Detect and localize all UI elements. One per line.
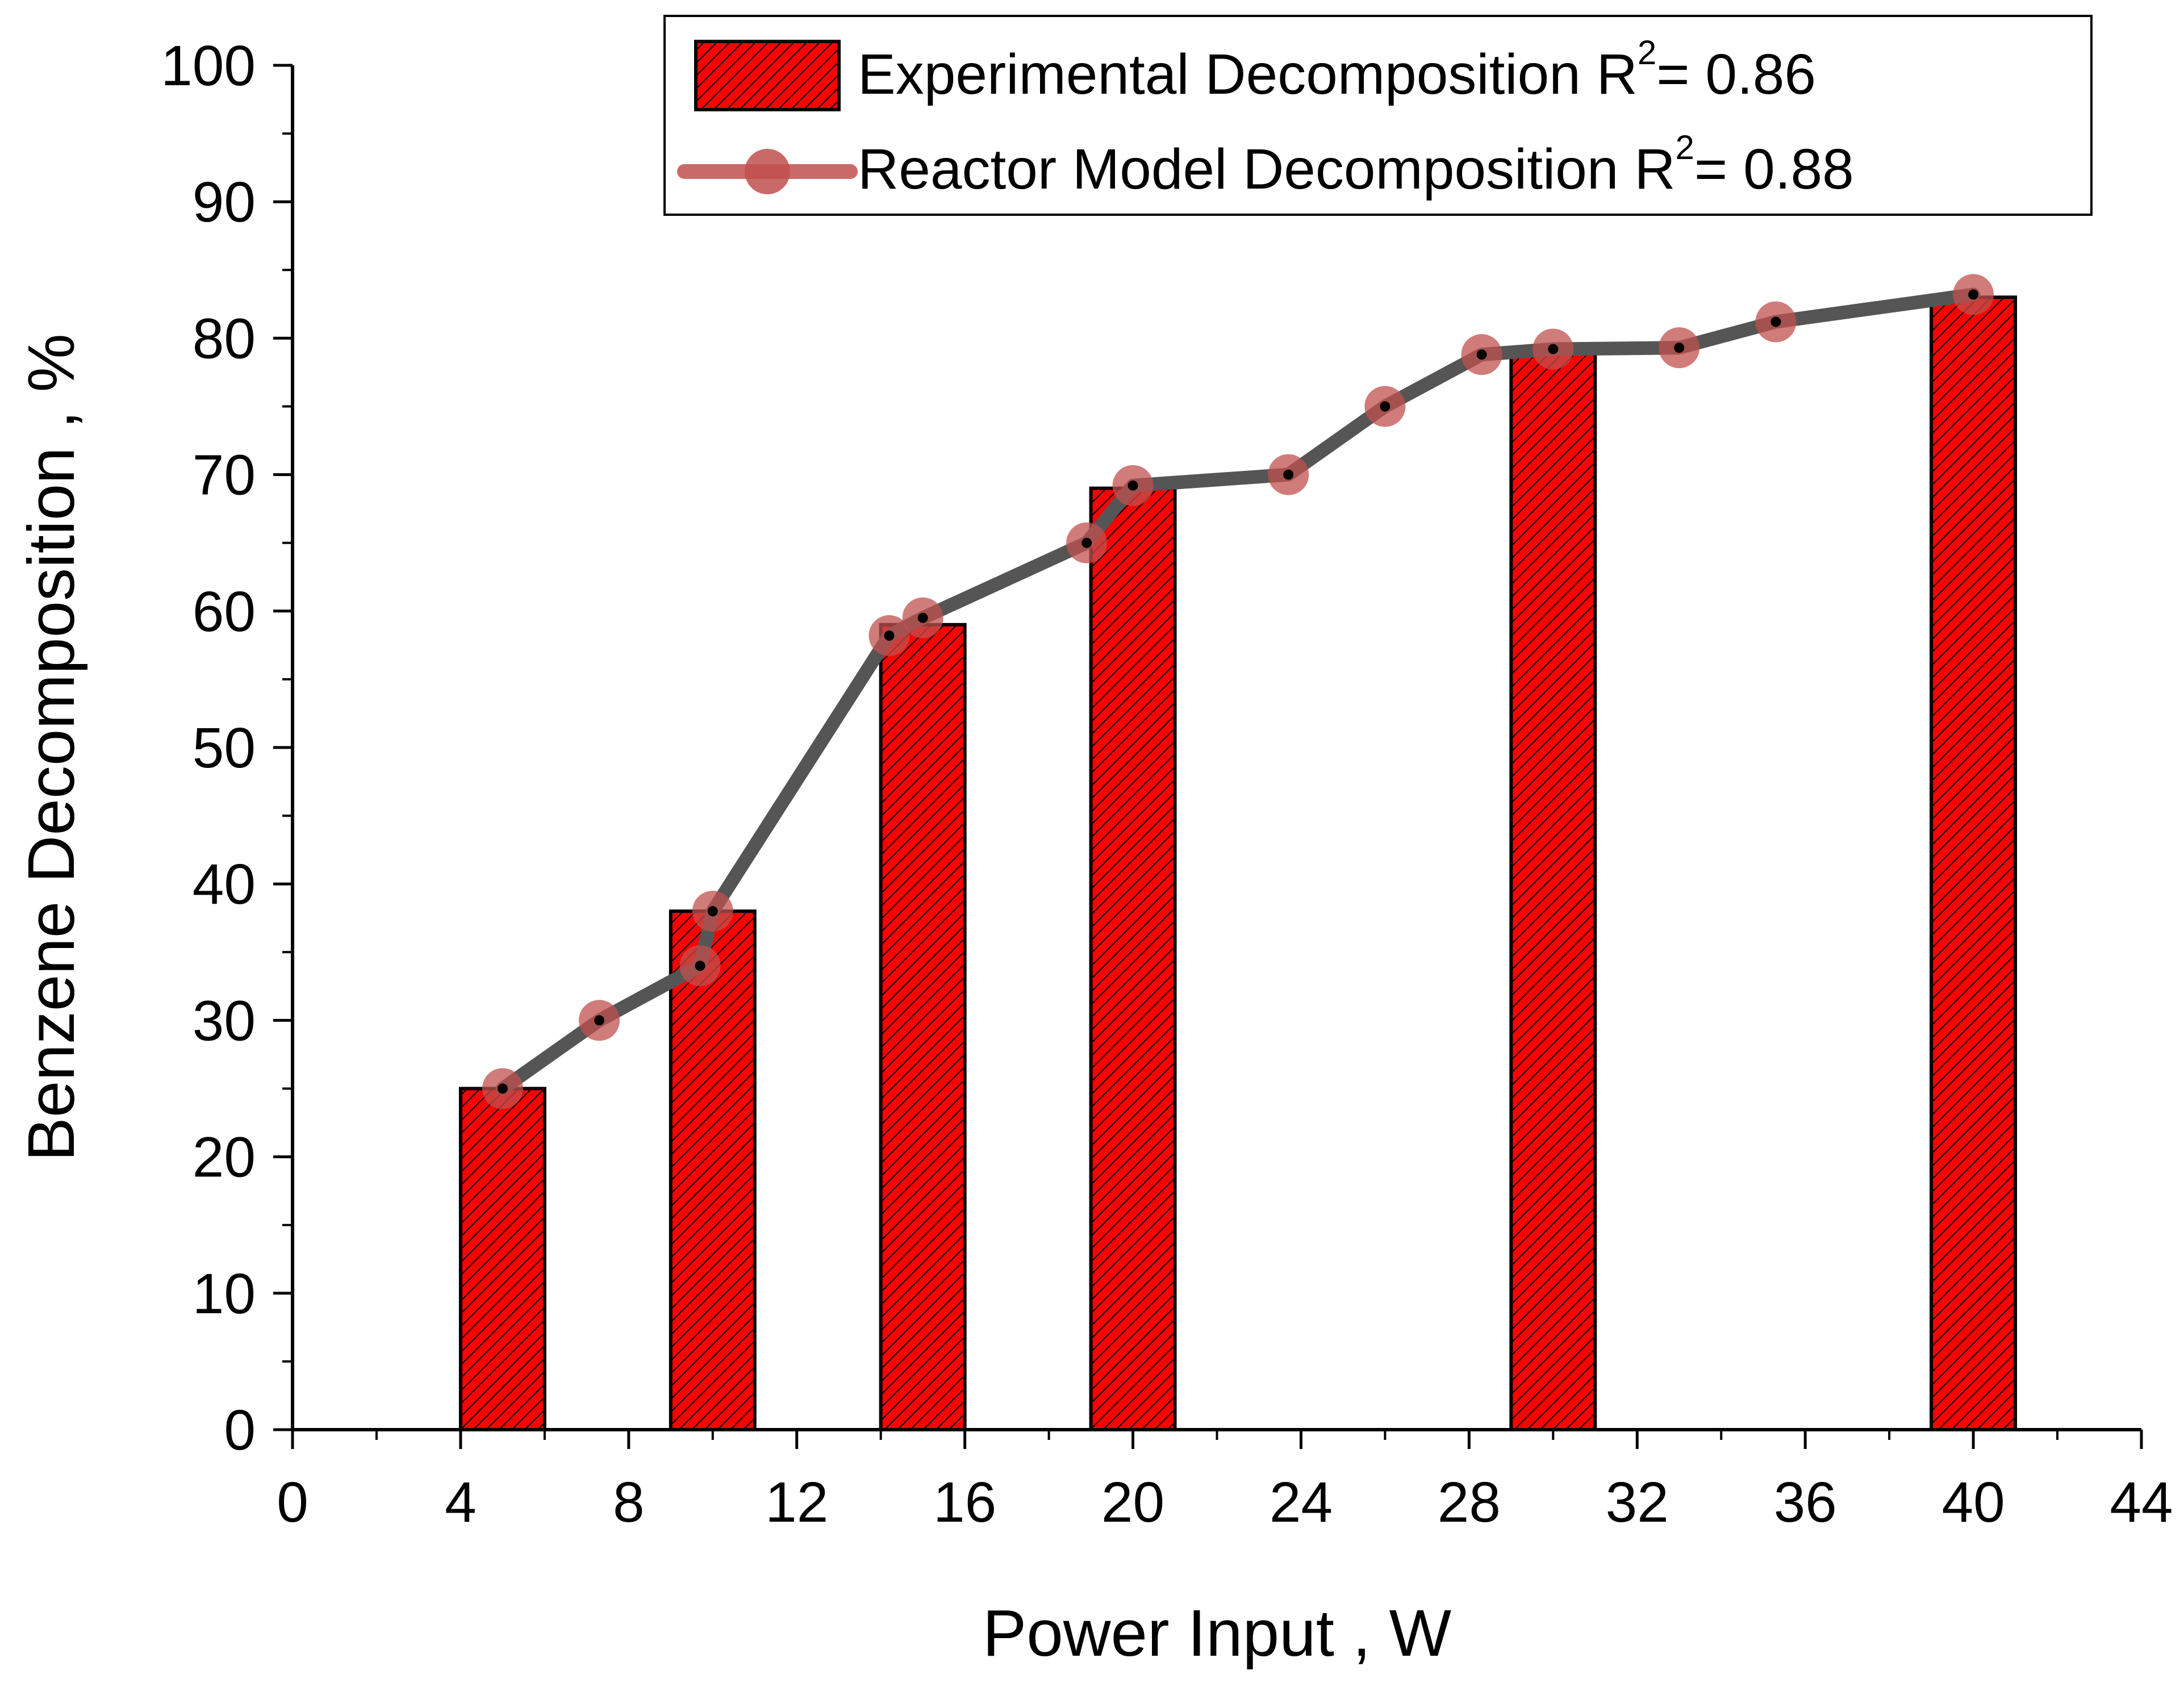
y-tick-label: 40 — [193, 853, 256, 916]
y-tick-label: 70 — [193, 444, 256, 507]
model-line-layer — [482, 274, 1994, 1109]
x-tick-label: 20 — [1101, 1471, 1164, 1534]
legend-bar-swatch — [694, 40, 841, 111]
y-tick-label: 90 — [193, 170, 256, 234]
model-point-center — [1081, 537, 1092, 548]
y-tick-label: 0 — [224, 1398, 256, 1462]
experimental-bar — [1089, 486, 1177, 1431]
legend-experimental-r: R — [1597, 43, 1638, 106]
y-tick-label: 50 — [193, 716, 256, 780]
y-tick-label: 10 — [193, 1262, 256, 1326]
legend-frame — [663, 15, 2093, 216]
x-tick-label: 12 — [765, 1471, 828, 1534]
model-point-center — [707, 906, 718, 917]
legend-experimental-name: Experimental Decomposition — [858, 43, 1581, 106]
x-tick-label: 44 — [2110, 1471, 2173, 1534]
legend-model-r-exp: 2 — [1676, 128, 1694, 166]
legend-model-r2-value: = 0.88 — [1694, 137, 1854, 201]
y-tick-label: 60 — [193, 580, 256, 644]
model-point-center — [884, 630, 895, 641]
x-tick-label: 4 — [445, 1471, 477, 1534]
experimental-bar — [879, 623, 967, 1431]
y-tick-label: 20 — [193, 1126, 256, 1189]
experimental-bar — [1509, 350, 1597, 1431]
y-tick-label: 30 — [193, 989, 256, 1053]
model-point-center — [1128, 480, 1138, 491]
experimental-bar — [669, 909, 757, 1431]
ticks: 0 4 8 12 16 20 24 28 32 36 40 44 0 10 20 30 40 50 60 70 80 90… — [161, 34, 2173, 1534]
legend-experimental-r-exp: 2 — [1638, 34, 1656, 72]
x-tick-label: 40 — [1941, 1471, 2005, 1534]
bars-layer — [458, 295, 2018, 1432]
axes — [291, 65, 2141, 1431]
model-point-center — [695, 960, 705, 971]
experimental-bar — [1930, 295, 2018, 1432]
model-point-center — [1476, 349, 1487, 360]
model-point-center — [1968, 289, 1979, 300]
legend-model-label: Reactor Model Decomposition R2= 0.88 — [858, 128, 1854, 201]
model-point-center — [1770, 316, 1781, 327]
experimental-bar — [458, 1087, 546, 1431]
model-point-center — [1380, 401, 1390, 412]
x-tick-label: 28 — [1438, 1471, 1501, 1534]
y-tick-label: 80 — [193, 307, 256, 370]
x-tick-label: 36 — [1774, 1471, 1837, 1534]
legend-line-marker — [745, 149, 790, 194]
x-tick-label: 32 — [1606, 1471, 1669, 1534]
legend-experimental-r2-value: = 0.86 — [1656, 43, 1816, 106]
legend-model-name: Reactor Model Decomposition — [858, 137, 1619, 201]
model-point-center — [497, 1083, 508, 1094]
model-point-center — [1548, 344, 1559, 354]
x-tick-label: 16 — [933, 1471, 996, 1534]
y-axis-title: Benzene Decomposition , % — [14, 333, 88, 1161]
x-tick-label: 24 — [1270, 1471, 1333, 1534]
y-tick-label: 100 — [161, 34, 256, 98]
x-tick-label: 8 — [613, 1471, 645, 1534]
legend-experimental-label: Experimental Decomposition R2= 0.86 — [858, 34, 1816, 106]
x-tick-label: 0 — [277, 1471, 308, 1534]
model-point-center — [1283, 469, 1294, 480]
x-axis-title: Power Input , W — [983, 1596, 1452, 1670]
legend-model-r: R — [1634, 137, 1675, 201]
model-point-center — [917, 612, 928, 623]
model-point-center — [594, 1015, 605, 1026]
model-point-center — [1674, 343, 1685, 353]
legend: Experimental Decomposition R2= 0.86 Reac… — [663, 15, 2093, 216]
